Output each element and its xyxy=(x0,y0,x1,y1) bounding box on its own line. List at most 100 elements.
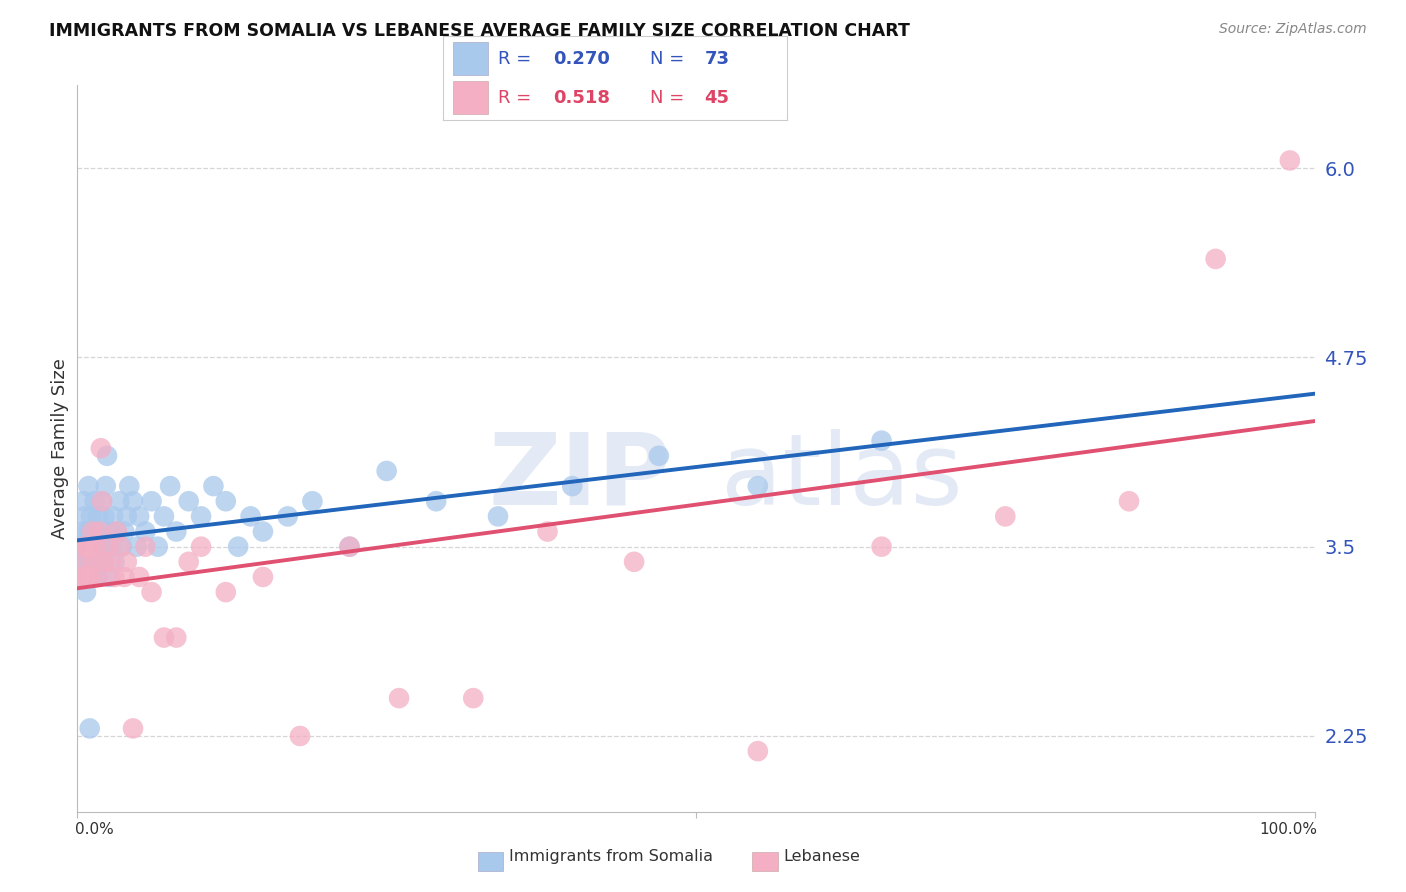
Point xyxy=(79,524,101,539)
Point xyxy=(648,449,671,463)
Point xyxy=(105,524,128,539)
Point xyxy=(1118,494,1140,508)
Point xyxy=(89,540,111,554)
Point xyxy=(82,524,104,539)
Point xyxy=(75,585,97,599)
Point xyxy=(77,570,100,584)
Point xyxy=(870,540,893,554)
Point xyxy=(215,585,238,599)
Point xyxy=(239,509,262,524)
Point xyxy=(110,540,132,554)
Point xyxy=(80,555,103,569)
Point xyxy=(84,524,107,539)
Text: N =: N = xyxy=(650,88,683,106)
Point xyxy=(103,555,125,569)
Point xyxy=(100,524,122,539)
Point xyxy=(134,540,156,554)
Point xyxy=(76,524,98,539)
Point xyxy=(375,464,398,478)
Point xyxy=(80,570,103,584)
Point xyxy=(111,540,134,554)
Point xyxy=(79,722,101,736)
Point xyxy=(103,509,125,524)
Point xyxy=(388,691,411,706)
Point xyxy=(122,722,145,736)
Point xyxy=(73,570,96,584)
Point xyxy=(252,570,274,584)
Point xyxy=(96,449,118,463)
Point xyxy=(89,524,111,539)
Point xyxy=(623,555,645,569)
Point xyxy=(128,509,150,524)
Point xyxy=(86,570,108,584)
Point xyxy=(97,540,120,554)
Point xyxy=(870,434,893,448)
Point xyxy=(425,494,447,508)
Point xyxy=(82,555,104,569)
Point xyxy=(301,494,323,508)
FancyBboxPatch shape xyxy=(453,81,488,113)
Point xyxy=(1205,252,1227,266)
Point xyxy=(105,524,128,539)
Point xyxy=(93,555,115,569)
Point xyxy=(215,494,238,508)
Point xyxy=(72,494,94,508)
Text: 0.518: 0.518 xyxy=(553,88,610,106)
Point xyxy=(70,540,93,554)
Point xyxy=(202,479,225,493)
Point xyxy=(747,744,769,758)
Point xyxy=(72,524,94,539)
Point xyxy=(125,540,148,554)
Point xyxy=(76,540,98,554)
Point xyxy=(93,509,115,524)
Point xyxy=(80,509,103,524)
Text: Source: ZipAtlas.com: Source: ZipAtlas.com xyxy=(1219,22,1367,37)
Point xyxy=(190,540,212,554)
Point xyxy=(112,570,135,584)
Point xyxy=(72,540,94,554)
Point xyxy=(141,585,163,599)
Point xyxy=(91,494,114,508)
Point xyxy=(177,494,200,508)
Text: 0.0%: 0.0% xyxy=(75,822,114,838)
Point xyxy=(91,555,114,569)
Point xyxy=(90,524,112,539)
Point xyxy=(153,631,176,645)
Point xyxy=(83,494,105,508)
Point xyxy=(97,540,120,554)
Point xyxy=(115,509,138,524)
Point xyxy=(486,509,509,524)
Point xyxy=(128,570,150,584)
Point xyxy=(177,555,200,569)
Text: 100.0%: 100.0% xyxy=(1260,822,1317,838)
Point xyxy=(79,540,101,554)
Point xyxy=(108,494,131,508)
Point xyxy=(82,524,104,539)
Point xyxy=(76,555,98,569)
Point xyxy=(82,555,104,569)
Point xyxy=(153,509,176,524)
Point xyxy=(118,479,141,493)
Point xyxy=(165,524,187,539)
Point xyxy=(112,524,135,539)
Point xyxy=(141,494,163,508)
Point xyxy=(87,509,110,524)
Point xyxy=(79,570,101,584)
Point xyxy=(463,691,485,706)
Point xyxy=(994,509,1017,524)
Text: R =: R = xyxy=(498,50,531,68)
Point xyxy=(94,479,117,493)
Point xyxy=(561,479,583,493)
Point xyxy=(91,494,114,508)
Point xyxy=(122,494,145,508)
Point xyxy=(72,555,94,569)
Point xyxy=(339,540,361,554)
Point xyxy=(83,540,105,554)
Point xyxy=(226,540,249,554)
Point xyxy=(84,540,107,554)
Point xyxy=(101,540,124,554)
Point xyxy=(190,509,212,524)
Text: atlas: atlas xyxy=(721,429,962,525)
Point xyxy=(75,540,97,554)
Point xyxy=(288,729,311,743)
